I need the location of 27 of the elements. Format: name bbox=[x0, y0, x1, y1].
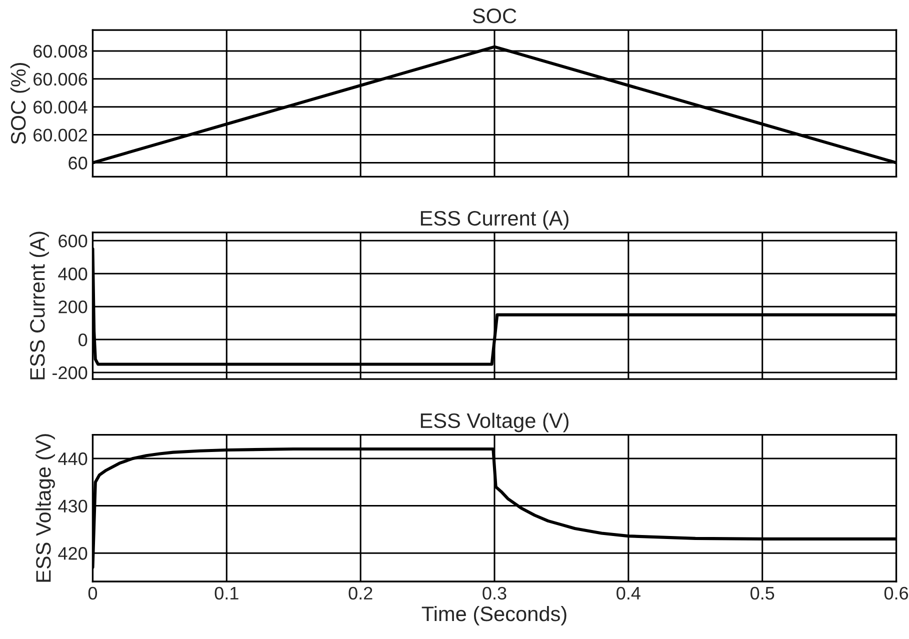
y-tick-label: 420 bbox=[58, 547, 88, 560]
y-tick-label: 440 bbox=[58, 452, 88, 466]
y-axis-title: SOC (%) bbox=[10, 62, 30, 144]
y-tick-label: 60 bbox=[68, 156, 88, 170]
x-tick-label: 0 bbox=[88, 586, 98, 600]
y-tick-label: 60.002 bbox=[34, 128, 87, 142]
chart-title: SOC bbox=[472, 8, 516, 24]
x-tick-label: 0.5 bbox=[750, 586, 774, 600]
x-tick-label: 0.2 bbox=[348, 586, 372, 600]
chart-title: ESS Current (A) bbox=[420, 210, 568, 230]
x-axis-title: Time (Seconds) bbox=[422, 606, 566, 626]
y-axis-title: ESS Voltage (V) bbox=[36, 434, 55, 582]
y-tick-label: 200 bbox=[58, 300, 88, 314]
y-tick-label: 0 bbox=[78, 333, 88, 346]
x-tick-label: 0.3 bbox=[482, 586, 506, 600]
y-tick-label: -200 bbox=[52, 366, 88, 380]
y-tick-label: 60.008 bbox=[34, 44, 88, 58]
x-tick-label: 0.1 bbox=[214, 586, 238, 600]
y-tick-label: 60.004 bbox=[34, 100, 88, 114]
y-tick-label: 430 bbox=[58, 500, 88, 513]
y-tick-label: 400 bbox=[58, 268, 88, 280]
x-tick-label: 0.6 bbox=[884, 586, 908, 600]
y-axis-title: ESS Current (A) bbox=[30, 232, 49, 380]
x-tick-label: 0.4 bbox=[616, 586, 640, 600]
chart-title: ESS Voltage (V) bbox=[420, 412, 568, 432]
y-tick-label: 600 bbox=[58, 234, 88, 248]
y-tick-label: 60.006 bbox=[34, 72, 88, 86]
